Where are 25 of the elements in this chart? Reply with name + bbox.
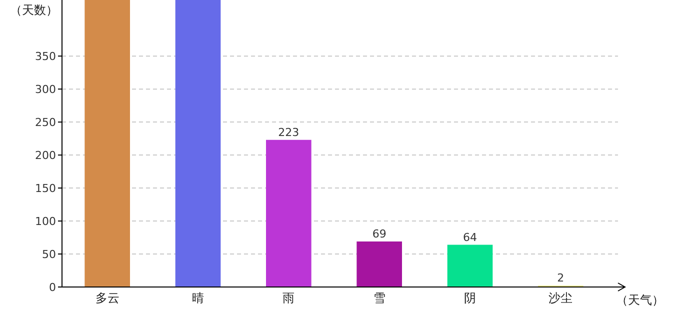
data-label: 2 — [557, 272, 564, 285]
y-axis-title: （天数） — [10, 3, 58, 17]
data-label: 64 — [463, 230, 477, 244]
bar — [175, 0, 221, 287]
x-tick-label: 雨 — [282, 291, 295, 305]
data-label: 223 — [278, 126, 300, 139]
x-axis-title: （天气） — [616, 293, 664, 307]
x-tick-label: 沙尘 — [548, 291, 573, 305]
y-tick-label: 100 — [35, 214, 56, 228]
x-tick-label: 雪 — [373, 291, 386, 305]
bar — [266, 140, 312, 287]
y-tick-label: 150 — [35, 182, 56, 195]
bar — [356, 241, 402, 287]
data-label: 69 — [372, 227, 386, 240]
y-tick-label: 200 — [35, 148, 56, 162]
x-tick-label: 多云 — [95, 291, 120, 305]
y-tick-label: 250 — [35, 116, 56, 129]
y-tick-label: 50 — [42, 248, 56, 261]
x-tick-label: 晴 — [192, 291, 204, 305]
y-tick-label: 300 — [35, 82, 56, 96]
bar — [84, 0, 130, 287]
bar — [447, 244, 493, 287]
x-tick-label: 阴 — [464, 291, 476, 305]
y-tick-label: 350 — [35, 50, 56, 63]
y-tick-label: 0 — [49, 280, 56, 294]
